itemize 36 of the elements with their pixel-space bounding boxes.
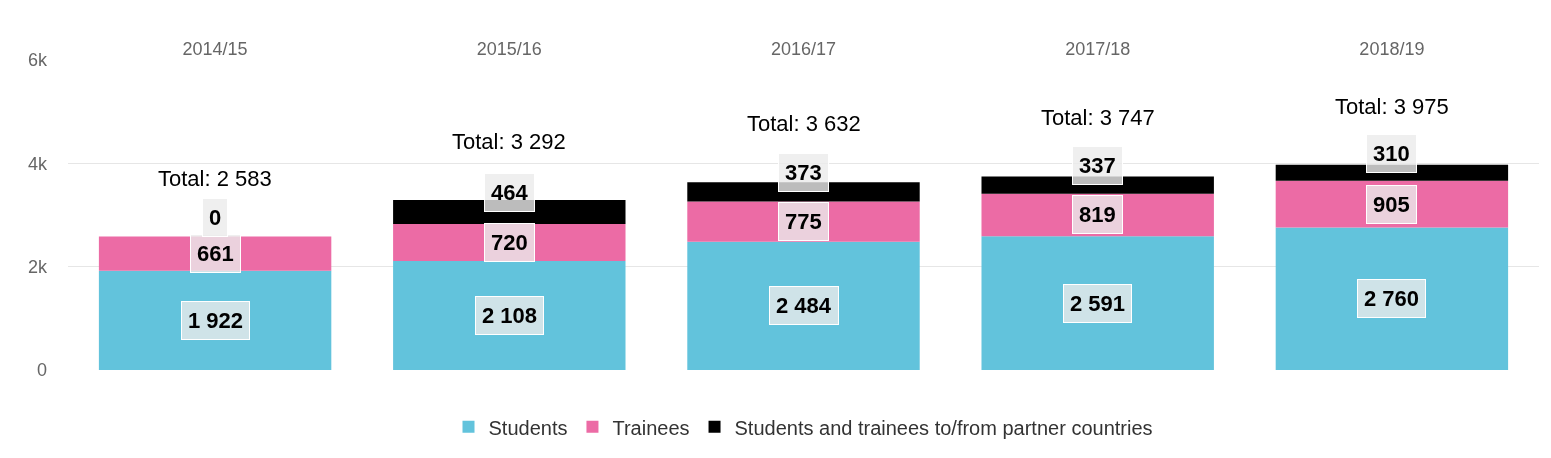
y-tick-label: 6k xyxy=(27,50,48,71)
y-tick-label: 0 xyxy=(36,360,47,381)
data-label: 337 xyxy=(1079,153,1116,178)
total-label: Total: 3 292 xyxy=(452,129,566,154)
data-label: 464 xyxy=(491,180,529,205)
x-tick-label: 2017/18 xyxy=(1065,39,1131,60)
bar xyxy=(393,261,626,370)
x-tick-label: 2016/17 xyxy=(770,39,837,60)
data-label: 2 484 xyxy=(776,293,832,318)
bar xyxy=(687,241,920,370)
total-label: Total: 3 747 xyxy=(1041,105,1155,130)
data-label: 0 xyxy=(209,205,222,230)
legend-label: Students and trainees to/from partner countries xyxy=(734,416,1153,439)
bar xyxy=(981,236,1214,370)
y-tick-label: 4k xyxy=(27,153,48,174)
data-label: 1 922 xyxy=(188,308,244,333)
legend-label: Trainees xyxy=(612,416,690,439)
data-label: 310 xyxy=(1373,141,1410,166)
data-label: 720 xyxy=(491,230,528,255)
x-tick-label: 2014/15 xyxy=(182,39,248,60)
x-tick-label: 2018/19 xyxy=(1359,39,1425,60)
total-label: Total: 3 975 xyxy=(1335,94,1449,119)
bar xyxy=(1275,227,1509,370)
data-label: 661 xyxy=(197,241,234,266)
x-tick-label: 2015/16 xyxy=(476,39,542,60)
data-label: 2 108 xyxy=(482,303,538,328)
data-label: 373 xyxy=(785,160,822,185)
y-tick-label: 2k xyxy=(27,256,48,277)
total-label: Total: 3 632 xyxy=(747,111,861,136)
data-label: 2 760 xyxy=(1364,286,1420,311)
data-label: 775 xyxy=(785,209,822,234)
total-label: Total: 2 583 xyxy=(158,166,272,191)
legend-label: Students xyxy=(488,416,568,439)
data-label: 2 591 xyxy=(1070,291,1126,316)
data-label: 819 xyxy=(1079,202,1116,227)
data-label: 905 xyxy=(1373,192,1410,217)
